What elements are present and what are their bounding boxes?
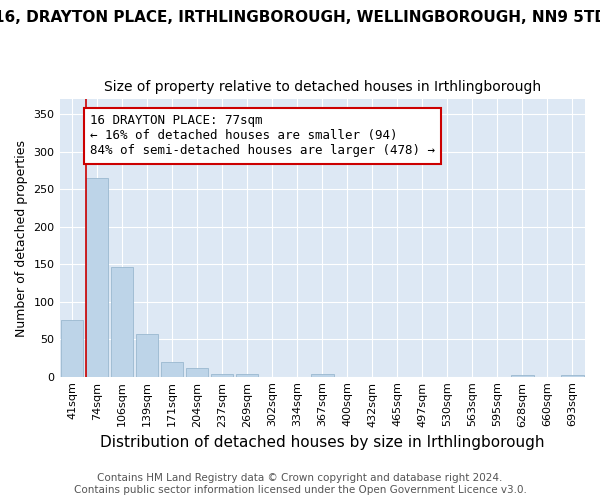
X-axis label: Distribution of detached houses by size in Irthlingborough: Distribution of detached houses by size … [100, 435, 545, 450]
Bar [211, 374, 233, 376]
Bar [511, 375, 534, 376]
Text: Contains HM Land Registry data © Crown copyright and database right 2024.
Contai: Contains HM Land Registry data © Crown c… [74, 474, 526, 495]
Bar [136, 334, 158, 376]
Bar [86, 178, 109, 376]
Bar [161, 362, 184, 376]
Text: 16, DRAYTON PLACE, IRTHLINGBOROUGH, WELLINGBOROUGH, NN9 5TD: 16, DRAYTON PLACE, IRTHLINGBOROUGH, WELL… [0, 10, 600, 25]
Title: Size of property relative to detached houses in Irthlingborough: Size of property relative to detached ho… [104, 80, 541, 94]
Bar [61, 320, 83, 376]
Bar [236, 374, 259, 376]
Text: 16 DRAYTON PLACE: 77sqm
← 16% of detached houses are smaller (94)
84% of semi-de: 16 DRAYTON PLACE: 77sqm ← 16% of detache… [90, 114, 435, 158]
Bar [186, 368, 208, 376]
Bar [311, 374, 334, 376]
Bar [111, 267, 133, 376]
Bar [561, 375, 584, 376]
Y-axis label: Number of detached properties: Number of detached properties [15, 140, 28, 336]
